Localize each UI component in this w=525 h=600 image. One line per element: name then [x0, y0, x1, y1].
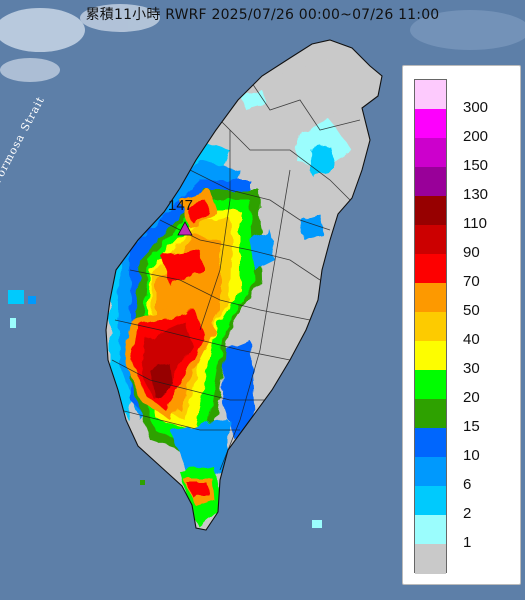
legend-swatch [415, 428, 446, 457]
legend-label: 200 [463, 127, 489, 145]
legend-swatch [415, 283, 446, 312]
legend-label: 110 [463, 214, 487, 232]
cloud-cover [0, 4, 525, 82]
legend-swatch [415, 80, 446, 109]
legend-label: 300 [463, 98, 489, 116]
legend-label: 15 [463, 417, 480, 435]
legend-label: 10 [463, 446, 480, 464]
legend-swatch [415, 312, 446, 341]
legend-swatch [415, 341, 446, 370]
legend-swatch [415, 225, 446, 254]
map-title: 累積11小時 RWRF 2025/07/26 00:00~07/26 11:00 [85, 7, 440, 23]
legend-swatch [415, 167, 446, 196]
legend-swatch [415, 109, 446, 138]
legend-swatch [415, 486, 446, 515]
legend-label: 70 [463, 272, 480, 290]
legend-label: 30 [463, 359, 480, 377]
legend-swatch [415, 515, 446, 544]
legend-swatch [415, 370, 446, 399]
legend-swatch [415, 399, 446, 428]
taiwan-outline [105, 39, 383, 531]
legend-swatch [415, 544, 446, 574]
legend-label: 50 [463, 301, 480, 319]
legend-label: 130 [463, 185, 489, 203]
legend-swatch [415, 196, 446, 225]
small-islands [8, 290, 322, 528]
legend-label: 1 [463, 533, 472, 551]
legend-color-bar [414, 79, 447, 574]
max-rainfall-value: 147 [168, 197, 194, 214]
legend-swatch [415, 138, 446, 167]
legend-swatch [415, 457, 446, 486]
legend-label: 150 [463, 156, 489, 174]
legend-label: 6 [463, 475, 472, 493]
color-legend: 300 200 150 130 110 90 70 50 40 30 20 15 10 6 2 1 [402, 65, 521, 585]
legend-label: 90 [463, 243, 480, 261]
legend-label: 20 [463, 388, 480, 406]
legend-label: 2 [463, 504, 472, 522]
max-rainfall-marker [177, 221, 193, 236]
legend-label: 40 [463, 330, 480, 348]
legend-swatch [415, 254, 446, 283]
